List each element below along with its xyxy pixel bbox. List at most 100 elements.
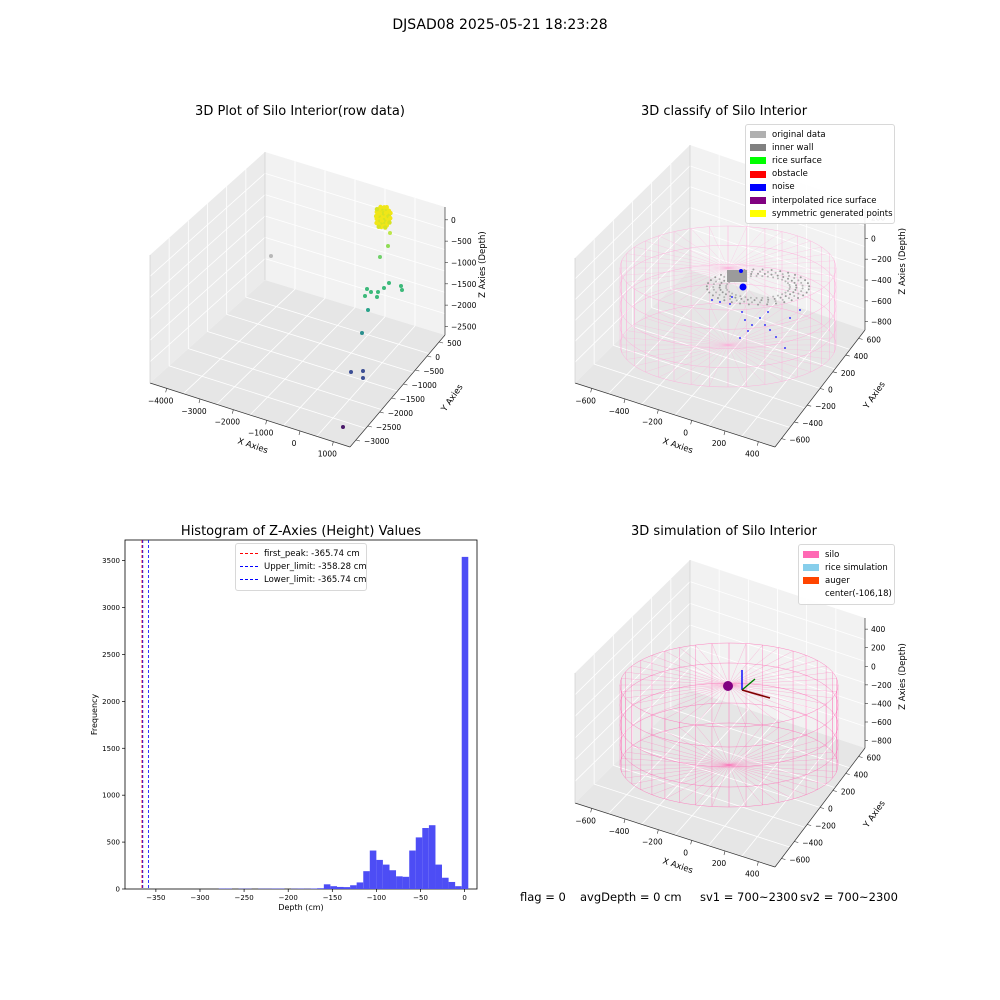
classify-inner-wall-point <box>712 283 715 286</box>
classify-inner-wall-point <box>706 288 709 291</box>
simulation-silo-spoke <box>728 727 779 766</box>
classify-inner-wall-point <box>724 293 727 296</box>
classify-inner-wall-point <box>779 270 782 273</box>
classify-inner-wall-point <box>720 281 723 284</box>
classify-inner-wall-point <box>787 271 790 274</box>
histogram-x-tick-label: −300 <box>190 894 209 902</box>
raw-data-point <box>400 288 404 292</box>
classify-noise-point <box>784 347 786 349</box>
simulation-y-tick-label: −400 <box>802 839 823 848</box>
histogram-legend-swatch <box>240 579 258 581</box>
raw-y-tick <box>355 439 361 442</box>
simulation-x-tick <box>723 850 726 856</box>
simulation-silo-spoke <box>728 764 833 779</box>
classify-x-tick <box>757 441 759 446</box>
classify-silo-spoke <box>727 312 798 346</box>
raw-data-point <box>399 284 403 288</box>
histogram-y-tick-label: 1500 <box>102 745 120 753</box>
classify-silo-spoke <box>727 344 830 360</box>
classify-y-tick-label: 600 <box>867 335 882 344</box>
simulation-legend-item: rice simulation <box>803 561 890 574</box>
classify-noise-point <box>799 309 801 311</box>
classify-inner-wall-point <box>763 273 766 276</box>
classify-silo-spoke <box>673 308 729 346</box>
simulation-y-tick-label: 0 <box>828 805 833 814</box>
classify-inner-wall-point <box>783 301 786 304</box>
classify-inner-wall-point <box>802 294 805 297</box>
classify-x-tick-label: 400 <box>745 450 760 459</box>
classify-silo-spoke <box>621 337 729 346</box>
classify-plot-title: 3D classify of Silo Interior <box>640 104 808 119</box>
histogram-legend-item: first_peak: -365.74 cm <box>240 547 362 560</box>
histogram-bar <box>422 828 429 889</box>
classify-legend-label: obstacle <box>772 169 808 180</box>
raw-x-tick-label: 0 <box>292 439 297 448</box>
histogram-y-tick-label: 500 <box>107 839 120 847</box>
classify-silo-spoke <box>727 344 822 367</box>
classify-inner-wall-point <box>766 296 769 299</box>
classify-x-tick-label: 0 <box>683 428 688 437</box>
classify-y-tick-label: 200 <box>841 369 856 378</box>
simulation-silo-spoke <box>631 665 730 686</box>
histogram-y-tick-label: 1000 <box>102 792 120 800</box>
classify-legend-label: noise <box>772 182 795 193</box>
raw-x-axis-line <box>149 382 351 448</box>
simulation-silo-spoke <box>728 764 794 800</box>
raw-data-point <box>341 425 345 429</box>
raw-data-point <box>365 287 369 291</box>
simulation-silo-spoke <box>621 758 730 766</box>
simulation-y-tick-label: −200 <box>815 822 836 831</box>
classify-silo-spoke <box>709 344 729 387</box>
classify-inner-wall-point <box>752 268 755 271</box>
classify-inner-wall-point <box>786 282 789 285</box>
classify-legend-swatch <box>750 183 766 191</box>
histogram-bar <box>389 870 397 889</box>
simulation-silo-spoke <box>640 684 730 710</box>
classify-x-tick <box>723 430 726 436</box>
classify-inner-wall-point <box>807 288 810 291</box>
classify-inner-wall-point <box>753 299 756 302</box>
raw-y-tick <box>403 383 408 386</box>
raw-y-tick-label: −2500 <box>376 423 402 432</box>
classify-silo-spoke <box>727 344 766 385</box>
classify-silo-spoke <box>727 337 835 346</box>
classify-inner-wall-point <box>744 296 747 299</box>
simulation-silo-spoke <box>711 764 730 807</box>
classify-inner-wall-point <box>761 275 764 278</box>
classify-inner-wall-point <box>723 275 726 278</box>
raw-y-axis-line <box>349 334 446 448</box>
simulation-floor-grid <box>741 738 837 857</box>
simulation-silo-spoke <box>664 764 730 800</box>
classify-inner-wall-point <box>755 296 758 299</box>
status-avg-depth: avgDepth = 0 cm <box>580 890 682 904</box>
raw-y-tick <box>415 369 420 372</box>
classify-inner-wall-point <box>787 297 790 300</box>
classify-silo-spoke <box>673 267 729 305</box>
classify-silo-spoke <box>709 226 729 269</box>
raw-z-tick-label: −500 <box>451 237 472 246</box>
simulation-y-tick <box>794 841 799 843</box>
classify-silo-spoke <box>626 330 729 346</box>
classify-inner-wall-point <box>759 301 762 304</box>
classify-x-tick-label: −200 <box>642 418 663 427</box>
simulation-floor-pane <box>575 690 865 867</box>
simulation-legend-label: rice simulation <box>825 562 888 573</box>
classify-noise-point <box>744 319 746 321</box>
classify-inner-wall-point <box>808 285 811 288</box>
classify-y-tick-label: −600 <box>789 436 810 445</box>
classify-inner-wall-point <box>734 296 737 299</box>
classify-inner-wall-point <box>774 271 777 274</box>
classify-inner-wall-point <box>781 298 784 301</box>
histogram-bar <box>415 837 423 889</box>
classify-inner-wall-point <box>773 297 776 300</box>
simulation-silo-spoke <box>728 751 833 766</box>
classify-silo-spoke <box>645 240 729 269</box>
classify-inner-wall-point <box>770 269 773 272</box>
histogram-legend-item: Upper_limit: -358.28 cm <box>240 560 367 573</box>
simulation-silo-spoke <box>728 735 807 766</box>
classify-legend: original data inner wall rice surface obsta… <box>745 124 895 225</box>
raw-data-point <box>369 290 373 294</box>
classify-inner-wall-point <box>718 278 721 281</box>
simulation-silo-spoke <box>728 730 794 766</box>
raw-surface-point <box>384 205 389 210</box>
